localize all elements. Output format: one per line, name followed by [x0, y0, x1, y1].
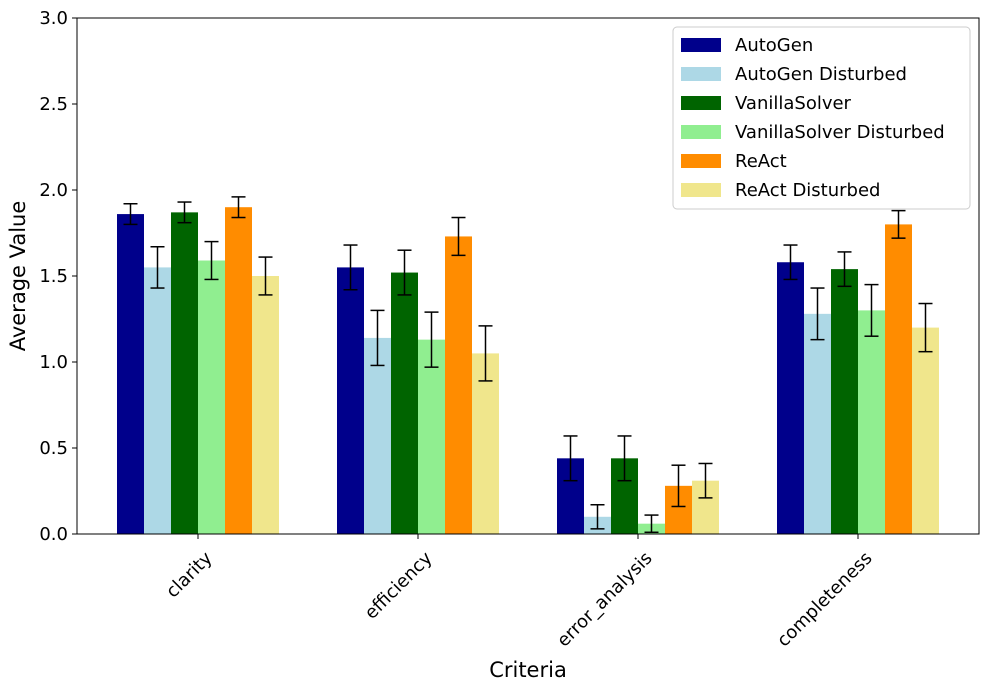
legend-swatch: [681, 38, 721, 52]
bar-react-efficiency: [445, 236, 472, 534]
legend-label: VanillaSolver: [735, 93, 852, 114]
bar-autogen-completeness: [777, 262, 804, 534]
legend-swatch: [681, 96, 721, 110]
bar-vanillasolver-clarity: [171, 212, 198, 535]
legend: AutoGen AutoGen Disturbed VanillaSolver Van…: [672, 26, 971, 210]
bar-autogen-disturbed-efficiency: [364, 337, 391, 534]
bar-react-clarity: [225, 207, 252, 534]
bar-vanillasolver-efficiency: [391, 272, 418, 534]
legend-label: AutoGen Disturbed: [735, 64, 907, 85]
x-tick-label-efficiency: efficiency: [361, 547, 437, 623]
legend-label: VanillaSolver Disturbed: [735, 122, 945, 143]
legend-label: ReAct Disturbed: [735, 180, 880, 201]
y-tick-label: 0.0: [39, 524, 68, 545]
y-tick-label: 1.5: [39, 266, 68, 287]
legend-swatch: [681, 183, 721, 197]
legend-label: AutoGen: [735, 35, 813, 56]
x-tick-label-clarity: clarity: [162, 547, 217, 602]
bar-vanillasolver-disturbed-efficiency: [418, 339, 445, 534]
y-axis-title: Average Value: [6, 201, 30, 352]
bar-autogen-efficiency: [337, 267, 364, 534]
legend-label: ReAct: [735, 151, 787, 172]
bar-vanillasolver-disturbed-completeness: [858, 310, 885, 534]
bar-react-disturbed-clarity: [252, 276, 279, 534]
y-tick-label: 3.0: [39, 8, 68, 29]
bar-autogen-disturbed-completeness: [804, 313, 831, 534]
bar-vanillasolver-completeness: [831, 269, 858, 534]
bar-react-disturbed-efficiency: [472, 353, 499, 534]
y-tick-label: 2.0: [39, 180, 68, 201]
y-tick-label: 0.5: [39, 438, 68, 459]
legend-swatch: [681, 67, 721, 81]
legend-swatch: [681, 125, 721, 139]
bar-autogen-clarity: [117, 214, 144, 534]
legend-swatch: [681, 154, 721, 168]
legend-frame: [672, 26, 971, 210]
x-axis-title: Criteria: [489, 658, 567, 682]
x-tick-label-completeness: completeness: [773, 548, 876, 651]
x-tick-label-error_analysis: error_analysis: [553, 548, 657, 652]
bar-react-completeness: [885, 224, 912, 534]
y-tick-label: 2.5: [39, 94, 68, 115]
bar-vanillasolver-disturbed-clarity: [198, 260, 225, 534]
bar-react-disturbed-completeness: [912, 327, 939, 534]
bar-autogen-disturbed-clarity: [144, 267, 171, 534]
y-tick-label: 1.0: [39, 352, 68, 373]
